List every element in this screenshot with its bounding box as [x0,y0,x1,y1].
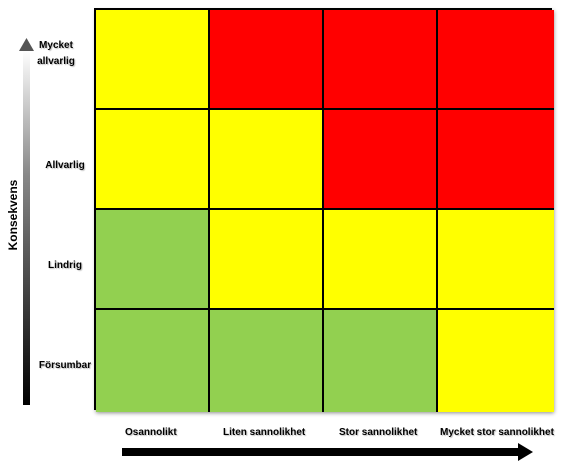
matrix-cell [210,210,324,310]
row-label-allvarlig: Allvarlig [45,160,85,171]
matrix-cell [438,10,554,110]
matrix-cell [438,210,554,310]
matrix-cell [324,110,438,210]
matrix-cell [324,210,438,310]
matrix-cell [96,10,210,110]
row-label-lindrig: Lindrig [48,260,82,271]
matrix-cell [210,10,324,110]
col-label-mycket-stor-sannolikhet: Mycket stor sannolikhet [440,427,554,438]
y-axis-arrow [19,38,34,405]
matrix-cell [324,10,438,110]
row-label-mycket-allvarlig: Mycket allvarlig [37,40,75,67]
row-label-forsumbar: Försumbar [38,360,92,371]
matrix-cell [210,310,324,412]
col-label-stor-sannolikhet: Stor sannolikhet [339,427,418,438]
matrix-cell [438,310,554,412]
x-axis-arrow [122,443,533,461]
matrix-cell [96,210,210,310]
matrix-cell [324,310,438,412]
col-label-liten-sannolikhet: Liten sannolikhet [223,427,306,438]
matrix-cell [96,110,210,210]
matrix-cell [96,310,210,412]
risk-matrix [94,8,554,412]
matrix-cell [438,110,554,210]
y-axis-title: Konsekvens [6,179,20,251]
col-label-osannolikt: Osannolikt [125,427,177,438]
matrix-cell [210,110,324,210]
